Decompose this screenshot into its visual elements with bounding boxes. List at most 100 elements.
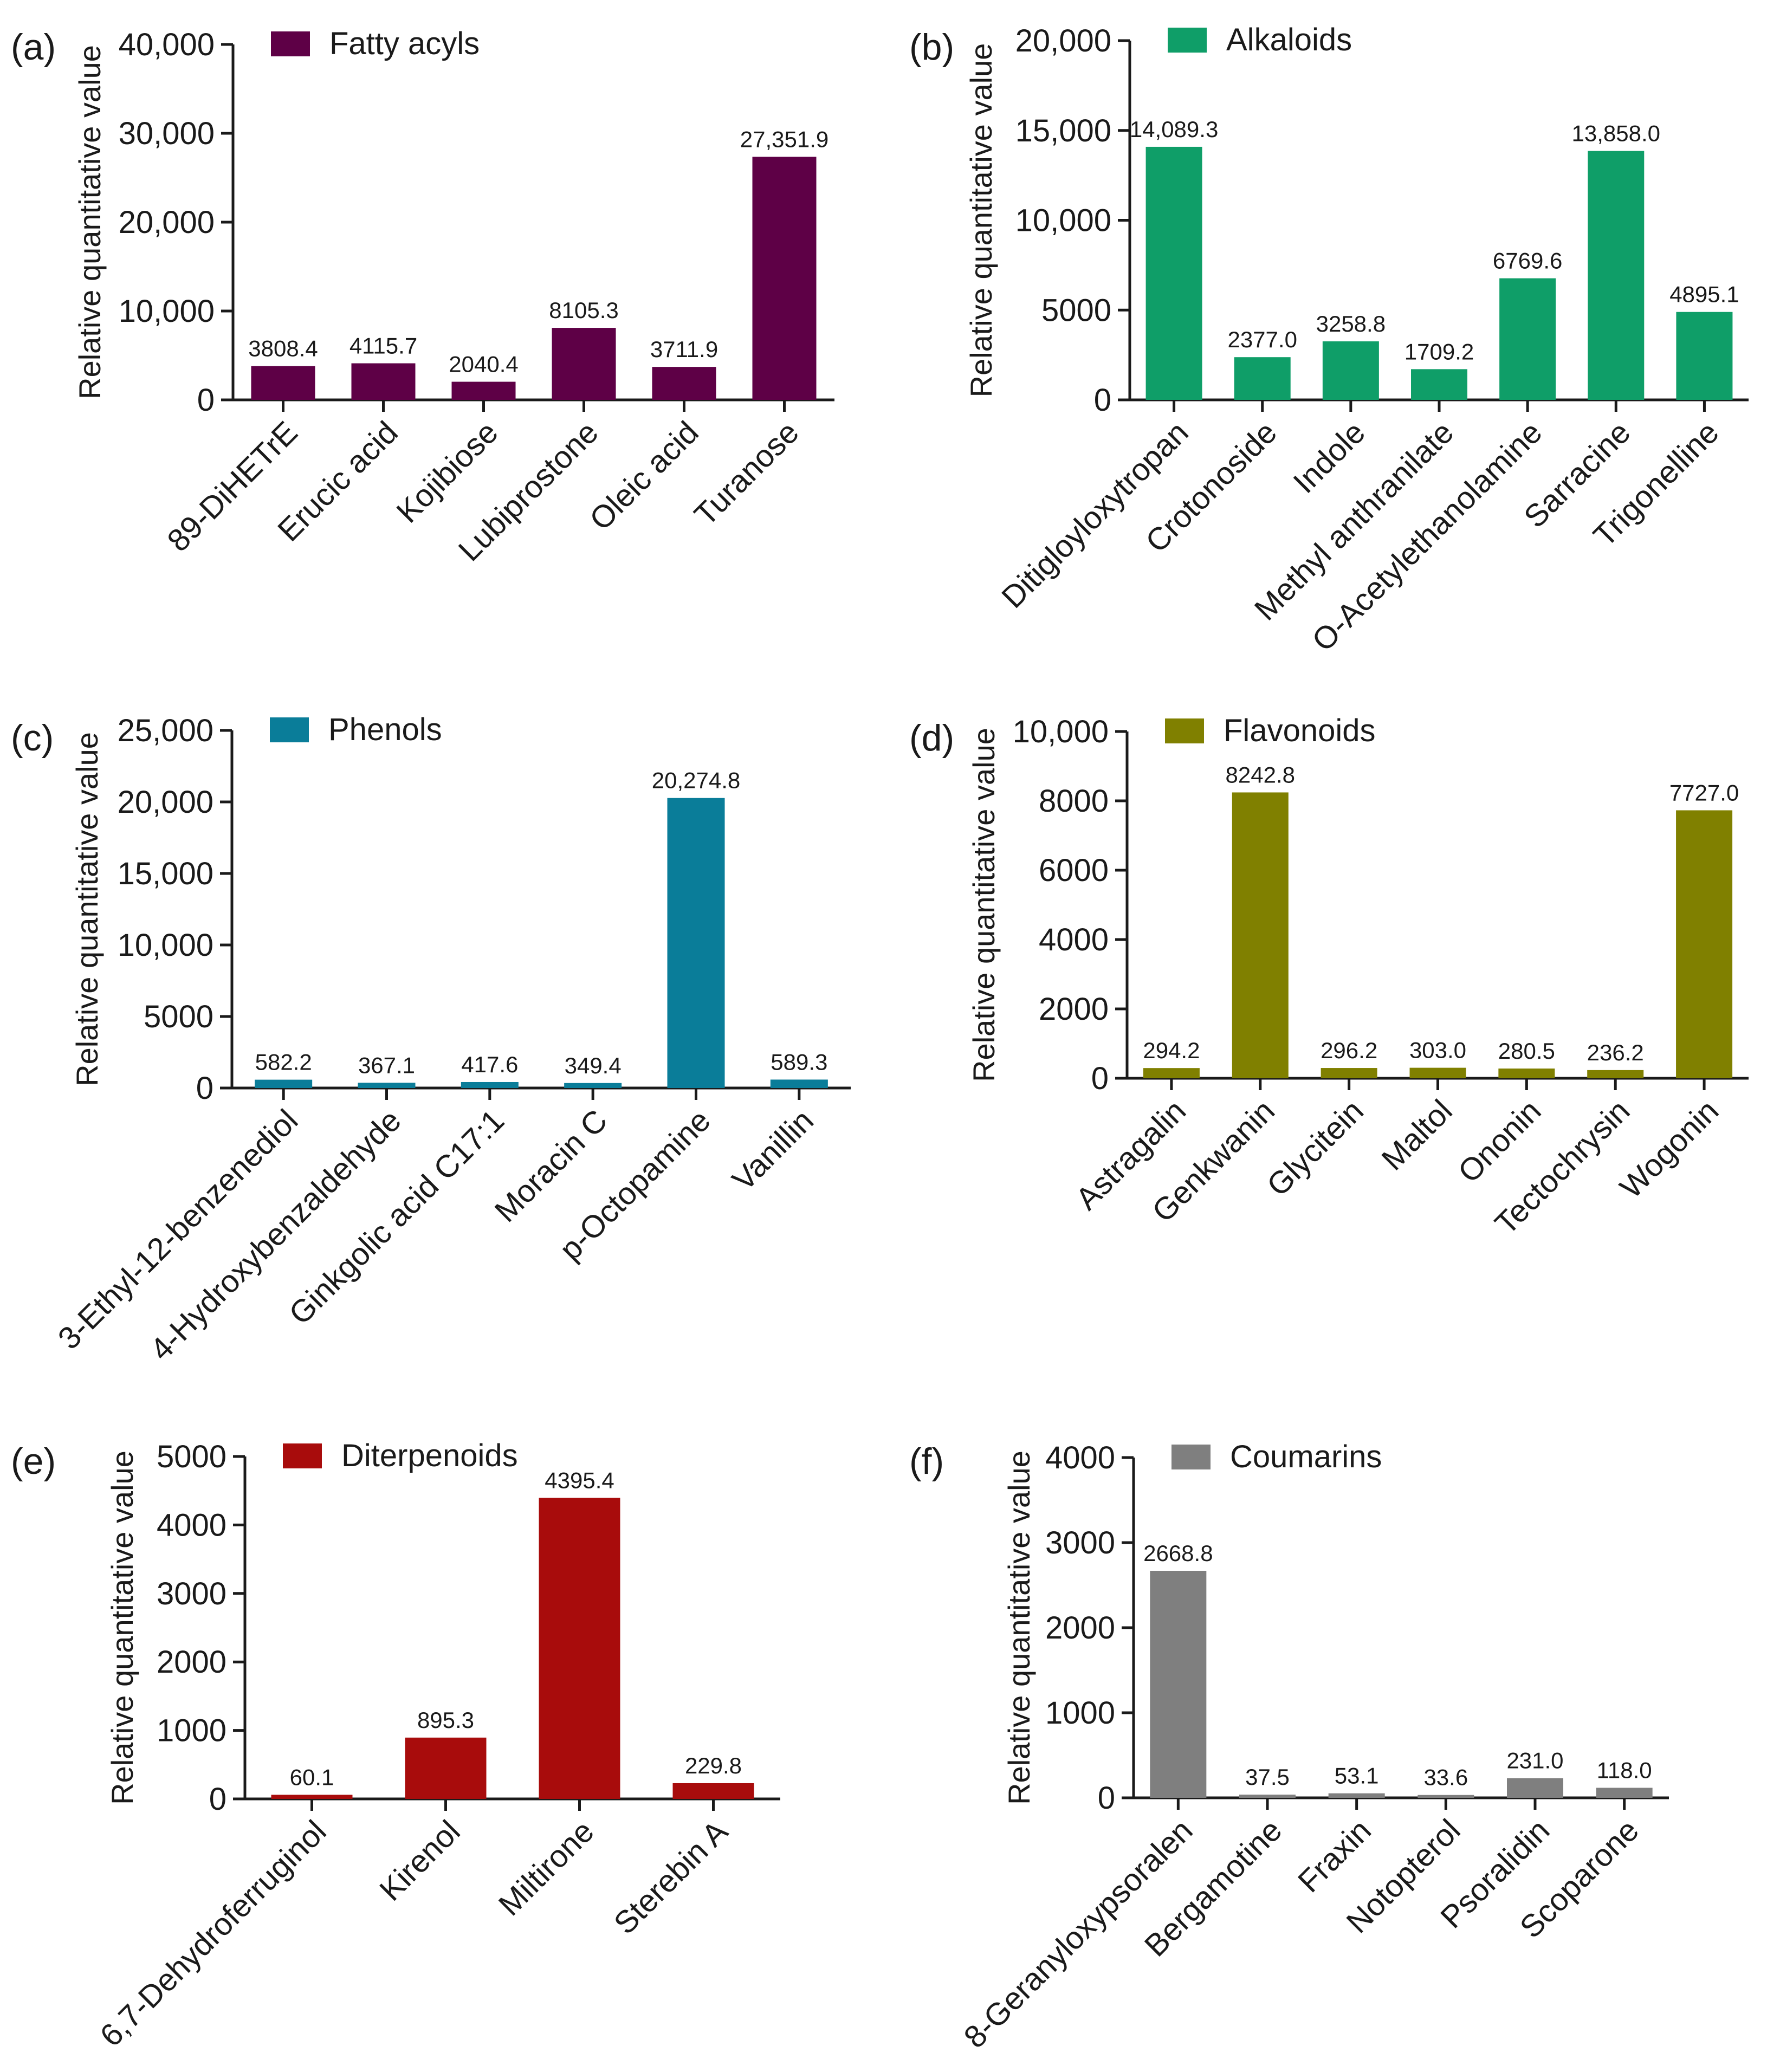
data-label: 13,858.0 xyxy=(1572,121,1661,146)
bar xyxy=(539,1498,620,1799)
y-tick-label: 10,000 xyxy=(118,928,213,963)
chart-panel-e: (e) Relative quantitative value 0 1000 2000 3… xyxy=(11,1438,780,2054)
y-tick-label: 1000 xyxy=(157,1713,226,1749)
data-label: 60.1 xyxy=(290,1764,334,1790)
panel-letter: (c) xyxy=(11,717,54,759)
data-label: 2040.4 xyxy=(449,352,518,377)
panel-letter: (f) xyxy=(909,1441,944,1482)
y-tick-label: 15,000 xyxy=(118,856,213,891)
bar xyxy=(358,1083,416,1088)
data-label: 229.8 xyxy=(685,1753,742,1778)
bar xyxy=(752,157,817,400)
data-label: 6769.6 xyxy=(1493,248,1562,274)
legend-swatch xyxy=(1168,28,1207,53)
data-label: 895.3 xyxy=(417,1707,474,1733)
y-tick-label: 0 xyxy=(197,383,215,418)
category-label: Vanillin xyxy=(726,1103,820,1197)
data-label: 231.0 xyxy=(1506,1748,1563,1773)
bar xyxy=(1498,1069,1555,1078)
legend-label: Phenols xyxy=(328,712,442,747)
y-tick-label: 3000 xyxy=(157,1576,226,1611)
data-label: 3258.8 xyxy=(1316,311,1386,336)
data-label: 2668.8 xyxy=(1143,1540,1213,1566)
category-label: Sterebin A xyxy=(607,1814,734,1941)
category-label: Oleic acid xyxy=(583,415,705,537)
y-tick-label: 25,000 xyxy=(118,713,213,748)
data-label: 296.2 xyxy=(1321,1038,1377,1063)
legend-label: Coumarins xyxy=(1230,1439,1382,1474)
data-label: 14,089.3 xyxy=(1130,116,1219,142)
y-tick-label: 2000 xyxy=(1039,992,1109,1027)
category-label: Wogonin xyxy=(1613,1093,1725,1205)
bar xyxy=(667,798,725,1088)
bar xyxy=(672,1783,754,1799)
bar xyxy=(461,1082,519,1088)
bar xyxy=(1499,278,1556,400)
category-label: Glycitein xyxy=(1260,1093,1370,1203)
chart-panel-d: (d) Relative quantitative value 0 2000 4000 6… xyxy=(909,713,1749,1241)
bar xyxy=(1143,1068,1200,1078)
y-axis-label: Relative quantitative value xyxy=(105,1451,139,1805)
data-label: 589.3 xyxy=(771,1049,827,1074)
category-label: Maltol xyxy=(1375,1093,1459,1177)
panel-letter: (b) xyxy=(909,27,954,68)
data-label: 118.0 xyxy=(1597,1757,1652,1783)
y-tick-label: 20,000 xyxy=(118,785,213,820)
legend-swatch xyxy=(1165,718,1204,743)
bar xyxy=(255,1079,313,1088)
y-tick-label: 0 xyxy=(1098,1780,1115,1816)
bar xyxy=(351,363,416,400)
legend-swatch xyxy=(271,31,310,56)
data-label: 280.5 xyxy=(1498,1038,1555,1064)
category-label: 6,7-Dehydroferruginol xyxy=(93,1814,333,2054)
bar xyxy=(1150,1570,1207,1798)
y-tick-label: 40,000 xyxy=(119,27,215,62)
data-label: 4895.1 xyxy=(1669,282,1739,307)
y-tick-label: 2000 xyxy=(157,1644,226,1680)
y-tick-label: 10,000 xyxy=(1015,203,1111,238)
data-label: 27,351.9 xyxy=(740,126,829,152)
panel-letter: (e) xyxy=(11,1441,56,1482)
y-tick-label: 2000 xyxy=(1045,1610,1115,1646)
y-axis-label: Relative quantitative value xyxy=(1002,1451,1036,1805)
category-label: Turanose xyxy=(688,415,806,533)
bar xyxy=(1418,1795,1474,1798)
bar xyxy=(451,381,516,400)
bar xyxy=(1322,341,1379,400)
y-tick-label: 20,000 xyxy=(1015,23,1111,59)
bar xyxy=(770,1079,828,1088)
bar xyxy=(1676,312,1733,400)
data-label: 367.1 xyxy=(358,1052,415,1078)
data-label: 4395.4 xyxy=(545,1467,614,1493)
y-tick-label: 4000 xyxy=(1045,1440,1115,1475)
chart-panel-a: (a) Relative quantitative value 0 10,000 20,… xyxy=(11,26,834,568)
category-label: Indole xyxy=(1286,415,1372,500)
legend-label: Fatty acyls xyxy=(329,26,480,61)
data-label: 3808.4 xyxy=(248,336,318,361)
legend-swatch xyxy=(270,717,309,742)
y-tick-label: 4000 xyxy=(1039,922,1109,957)
category-label: Kirenol xyxy=(373,1814,467,1908)
y-tick-label: 4000 xyxy=(157,1507,226,1543)
data-label: 1709.2 xyxy=(1404,339,1474,364)
y-tick-label: 15,000 xyxy=(1015,113,1111,148)
chart-panel-f: (f) Relative quantitative value 0 1000 2000 3… xyxy=(909,1439,1669,2055)
data-label: 294.2 xyxy=(1143,1038,1200,1063)
y-axis-label: Relative quantitative value xyxy=(70,732,104,1086)
bar xyxy=(1328,1793,1385,1798)
category-label: 89-DiHETrE xyxy=(160,415,304,558)
data-label: 8105.3 xyxy=(549,297,618,323)
category-label: Miltirone xyxy=(492,1814,601,1922)
y-tick-label: 10,000 xyxy=(1013,714,1109,749)
chart-panel-c: (c) Relative quantitative value 0 5000 10,00… xyxy=(11,712,851,1367)
y-tick-label: 10,000 xyxy=(119,294,215,329)
bar xyxy=(1507,1778,1563,1798)
panel-letter: (a) xyxy=(11,27,56,68)
chart-panel-b: (b) Relative quantitative value 0 5000 10,00… xyxy=(909,22,1749,658)
y-tick-label: 0 xyxy=(196,1071,213,1106)
bar xyxy=(552,328,616,400)
y-tick-label: 6000 xyxy=(1039,853,1109,888)
bar xyxy=(1409,1067,1466,1078)
category-label: Fraxin xyxy=(1291,1812,1378,1899)
legend-label: Alkaloids xyxy=(1226,22,1352,57)
